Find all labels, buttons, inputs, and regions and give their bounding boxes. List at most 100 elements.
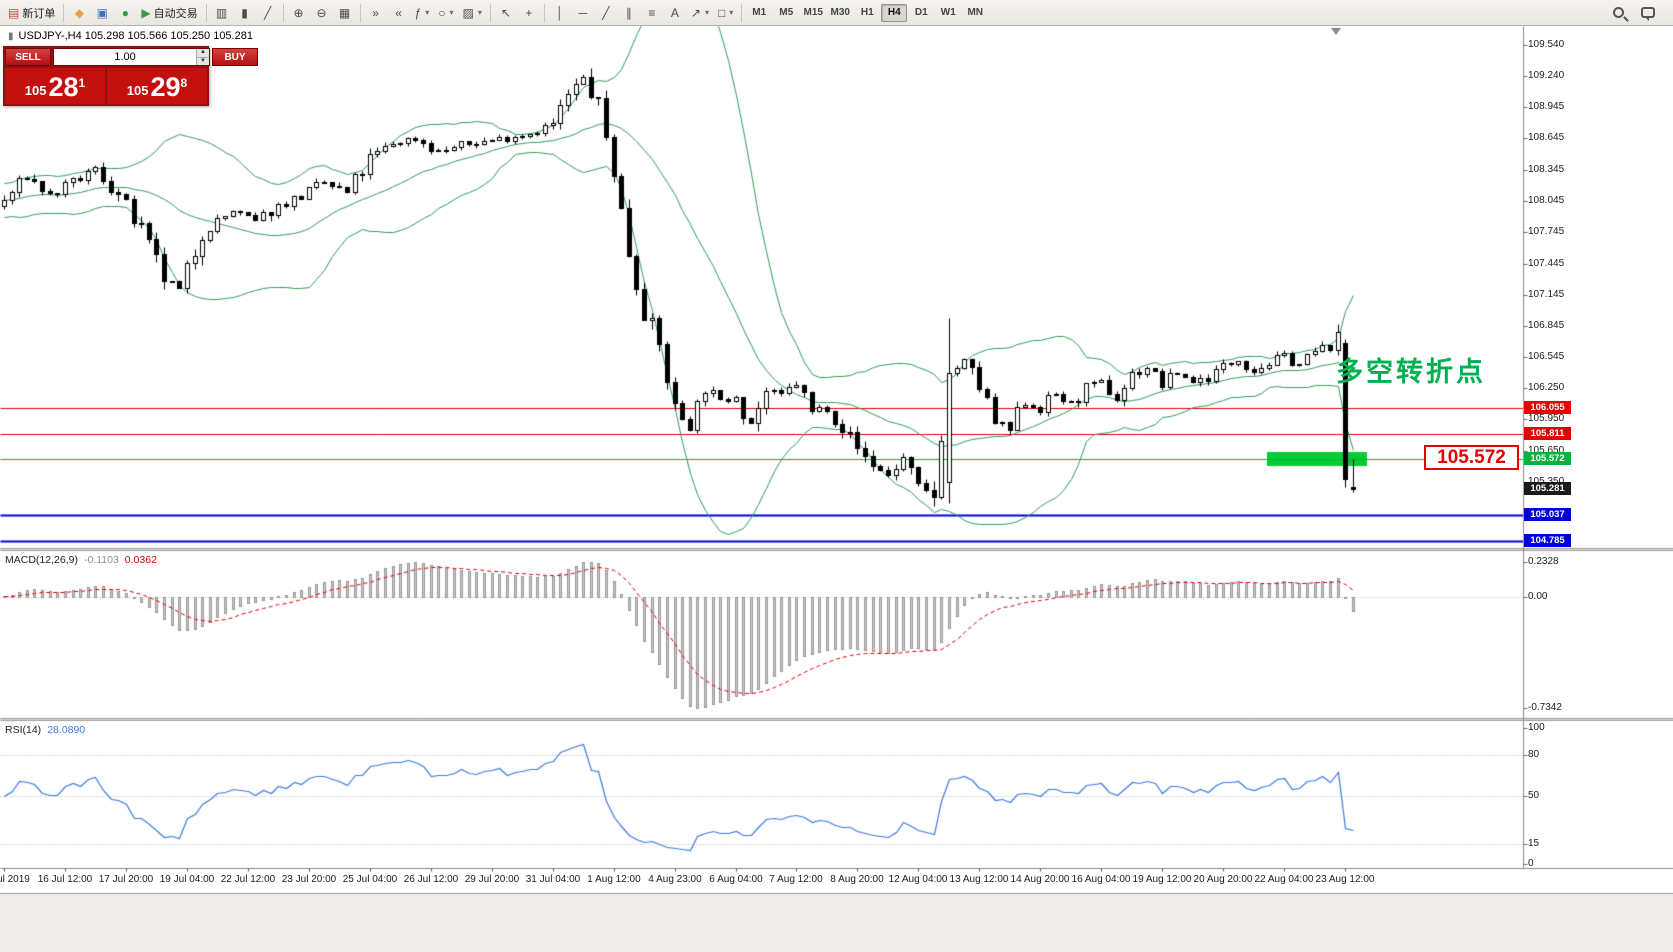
macd-signal-value: 0.0362	[124, 554, 157, 566]
time-axis-label: 15 Jul 2019	[0, 874, 30, 885]
zoom-out-button[interactable]: ⊖	[311, 3, 333, 23]
toolbar-separator	[543, 3, 545, 22]
refresh-button[interactable]: ●	[114, 3, 136, 23]
time-axis[interactable]: 15 Jul 2019 16 Jul 12:00 17 Jul 20:00 19 Ju…	[0, 868, 1673, 893]
timeframe-d1-button[interactable]: D1	[914, 7, 928, 18]
buy-price-pip: 8	[180, 76, 188, 90]
auto-scroll-button[interactable]: »	[365, 3, 387, 23]
bar-chart-button[interactable]: ▥	[211, 3, 233, 23]
dropdown-icon: ▾	[477, 8, 482, 17]
buy-button[interactable]: BUY	[212, 48, 258, 66]
timeframe-m1-button[interactable]: M1	[752, 7, 767, 18]
grid-button[interactable]: ▦	[334, 3, 356, 23]
volume-down-icon[interactable]: ▼	[197, 57, 209, 65]
time-axis-label: 16 Jul 12:00	[37, 874, 93, 885]
macd-value: -0.1103	[83, 554, 119, 566]
horizontal-line-button[interactable]: ─	[572, 3, 594, 23]
price-callout-label[interactable]: 105.572	[1424, 445, 1519, 470]
indicators-icon: ƒ	[414, 5, 422, 20]
chart-title: ▮ USDJPY-,H4 105.298 105.566 105.250 105…	[8, 30, 253, 42]
timeframe-h4-button[interactable]: H4	[881, 3, 908, 22]
search-button[interactable]	[1607, 3, 1629, 23]
time-axis-label: 22 Aug 04:00	[1254, 874, 1314, 885]
candle-chart-icon: ▮	[241, 5, 248, 20]
metaeditor-button[interactable]: ◆	[68, 3, 90, 23]
time-axis-label: 19 Jul 04:00	[159, 874, 215, 885]
indicators-button[interactable]: ƒ ▾	[411, 3, 434, 23]
zoom-in-icon: ⊕	[293, 5, 304, 20]
chat-button[interactable]	[1637, 3, 1659, 23]
volume-up-icon[interactable]: ▲	[197, 49, 209, 58]
status-bar	[0, 893, 1673, 952]
time-axis-label: 7 Aug 12:00	[769, 874, 823, 885]
grid-icon: ▦	[338, 5, 351, 20]
sell-price-box[interactable]: 105 28 1	[5, 68, 105, 104]
one-click-trading-panel: SELL ▲ ▼ BUY 105 28 1 105 29 8	[3, 46, 258, 106]
line-chart-button[interactable]: ╱	[257, 3, 279, 23]
shapes-tool-button[interactable]: □ ▾	[714, 3, 737, 23]
autotrade-label: 自动交易	[153, 7, 198, 20]
timeframe-m15-button[interactable]: M15	[803, 7, 823, 18]
volume-field: ▲ ▼	[53, 48, 210, 66]
vertical-line-button[interactable]: │	[549, 3, 571, 23]
chart-title-text: USDJPY-,H4 105.298 105.566 105.250 105.2…	[18, 30, 253, 42]
arrows-tool-button[interactable]: ↗ ▾	[687, 3, 713, 23]
time-axis-label: 6 Aug 04:00	[709, 874, 763, 885]
bar-chart-icon: ▥	[215, 5, 228, 20]
timeframe-h1-button[interactable]: H1	[860, 7, 874, 18]
arrows-tool-icon: ↗	[690, 5, 701, 20]
templates-button[interactable]: ▨ ▾	[459, 3, 486, 23]
buy-price-big: 29	[150, 72, 181, 102]
chart-shift-button[interactable]: «	[388, 3, 410, 23]
horizontal-line-icon: ─	[578, 5, 588, 20]
refresh-icon: ●	[121, 5, 129, 20]
channel-button[interactable]: ∥	[618, 3, 640, 23]
toolbar-separator	[205, 3, 207, 22]
timeframe-m5-button[interactable]: M5	[779, 7, 794, 18]
vertical-line-icon: │	[556, 5, 564, 20]
candle-chart-button[interactable]: ▮	[234, 3, 256, 23]
timeframe-m30-button[interactable]: M30	[830, 7, 850, 18]
timeframe-mn-button[interactable]: MN	[967, 7, 984, 18]
dropdown-icon: ▾	[425, 8, 430, 17]
fibonacci-button[interactable]: ≡	[641, 3, 663, 23]
dropdown-icon: ▾	[704, 8, 709, 17]
templates-icon: ▨	[462, 5, 474, 20]
zoom-in-button[interactable]: ⊕	[288, 3, 310, 23]
chart-annotation-text[interactable]: 多空转折点	[1336, 357, 1486, 387]
market-watch-button[interactable]: ▣	[91, 3, 113, 23]
sell-price-pip: 1	[78, 76, 86, 90]
rsi-header: RSI(14) 28.0890	[5, 724, 85, 736]
text-tool-button[interactable]: A	[664, 3, 686, 23]
new-order-button[interactable]: ▤ 新订单	[4, 3, 59, 23]
channel-icon: ∥	[625, 5, 632, 20]
dropdown-icon: ▾	[449, 8, 454, 17]
rsi-name: RSI(14)	[5, 724, 42, 736]
new-order-label: 新订单	[22, 7, 56, 20]
toolbar-separator	[63, 3, 65, 22]
zoom-out-icon: ⊖	[316, 5, 327, 20]
time-axis-label: 13 Aug 12:00	[949, 874, 1009, 885]
time-axis-label: 23 Aug 12:00	[1315, 874, 1375, 885]
new-order-icon: ▤	[8, 5, 20, 20]
volume-input[interactable]	[54, 49, 196, 65]
time-axis-label: 19 Aug 12:00	[1132, 874, 1192, 885]
cursor-button[interactable]: ↖	[495, 3, 517, 23]
periods-button[interactable]: ○ ▾	[434, 3, 457, 23]
time-axis-label: 12 Aug 04:00	[888, 874, 948, 885]
crosshair-button[interactable]: +	[518, 3, 540, 23]
time-axis-label: 20 Aug 20:00	[1193, 874, 1253, 885]
toolbar-separator	[741, 3, 743, 22]
trendline-button[interactable]: ╱	[595, 3, 617, 23]
toolbar-separator	[282, 3, 284, 22]
sell-button[interactable]: SELL	[5, 48, 51, 66]
timeframe-w1-button[interactable]: W1	[940, 7, 956, 18]
toolbar-separator	[359, 3, 361, 22]
toolbar-separator	[489, 3, 491, 22]
rsi-value: 28.0890	[47, 724, 86, 736]
time-axis-label: 16 Aug 04:00	[1071, 874, 1131, 885]
buy-price-box[interactable]: 105 29 8	[107, 68, 207, 104]
autotrade-button[interactable]: ▶ 自动交易	[137, 3, 201, 23]
chat-icon	[1641, 7, 1655, 21]
